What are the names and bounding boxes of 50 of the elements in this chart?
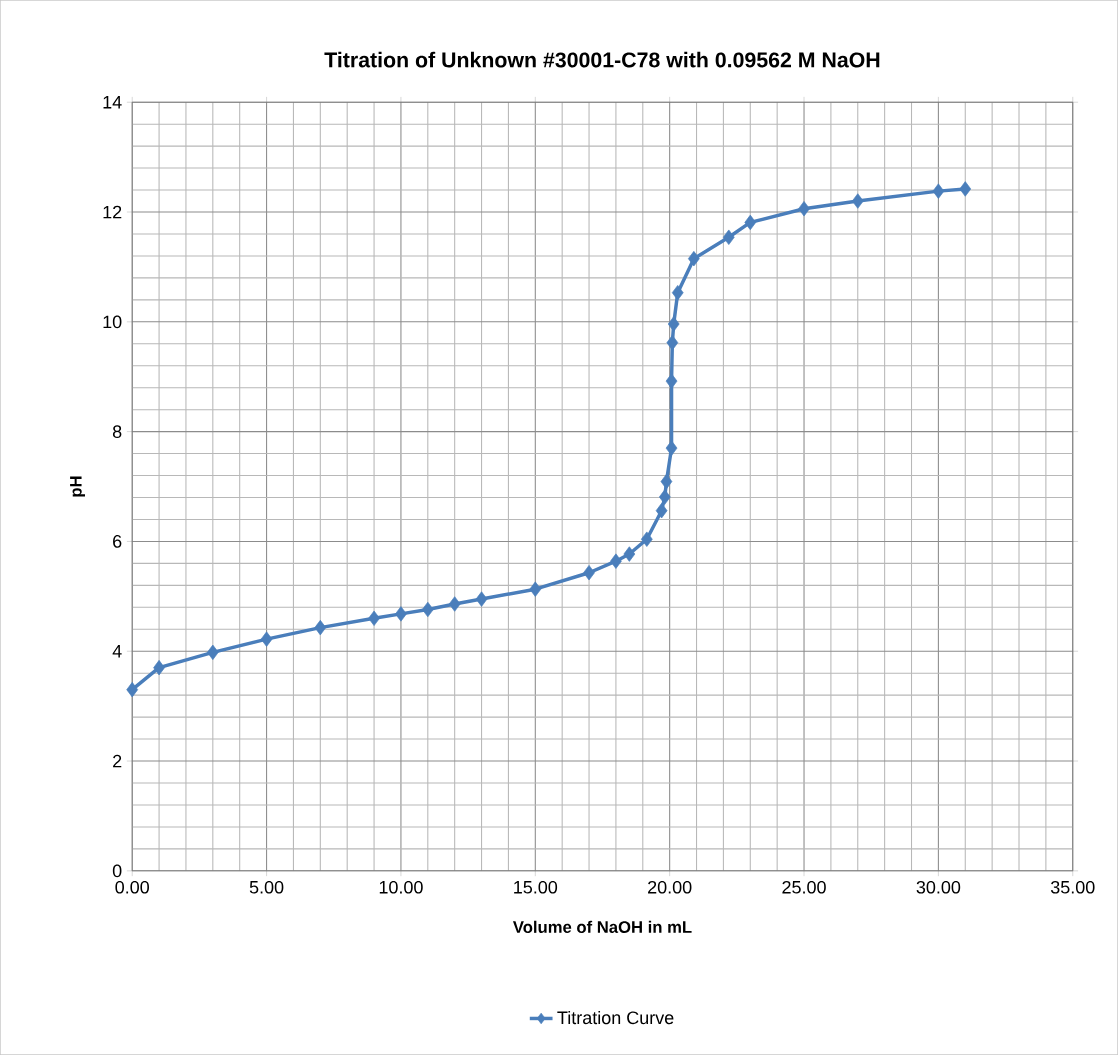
point (655, 503, 668, 519)
x-tick-label: 0.00 (115, 880, 150, 894)
y-tick-label: 6 (113, 535, 122, 548)
point (722, 229, 735, 245)
x-tick-label: 5.00 (249, 880, 284, 894)
y-tick-label: 12 (103, 205, 122, 219)
point (851, 193, 864, 209)
point (421, 601, 434, 618)
point (623, 546, 636, 562)
point (688, 251, 700, 267)
y-tick-label: 2 (113, 754, 122, 768)
point (395, 606, 407, 622)
y-axis-title: pH (70, 476, 85, 497)
x-tick-label: 15.00 (514, 880, 558, 894)
x-tick-label: 20.00 (648, 880, 692, 894)
chart-title: Titration of Unknown #30001-C78 with 0.09562 M NaOH (324, 51, 880, 68)
point (798, 201, 810, 217)
x-tick-label: 30.00 (916, 880, 961, 894)
point (660, 473, 673, 490)
point (665, 440, 678, 456)
y-tick-label: 14 (103, 96, 122, 109)
point (126, 681, 139, 698)
point (671, 285, 684, 301)
x-axis-title: Volume of NaOH in mL (512, 920, 692, 933)
legend-label: Titration Curve (557, 1010, 674, 1025)
point (153, 660, 165, 676)
y-tick-label: 4 (112, 645, 122, 658)
x-tick-label: 10.00 (379, 880, 423, 894)
point (932, 183, 945, 199)
point (667, 316, 680, 332)
point (583, 565, 595, 581)
point (529, 581, 542, 597)
point (206, 644, 219, 660)
point (475, 591, 488, 607)
y-tick-label: 0 (112, 864, 122, 878)
y-tick-label: 10 (103, 315, 122, 329)
point (640, 531, 653, 547)
point (666, 335, 679, 351)
point (260, 631, 273, 647)
point (744, 214, 757, 231)
x-tick-label: 35.00 (1050, 880, 1095, 894)
point (658, 489, 671, 505)
x-tick-label: 25.00 (782, 880, 826, 894)
point (368, 610, 380, 626)
point (314, 619, 327, 636)
point (448, 596, 461, 612)
point (959, 181, 972, 197)
point (610, 553, 622, 569)
point (665, 373, 678, 389)
y-tick-label: 8 (112, 425, 122, 438)
